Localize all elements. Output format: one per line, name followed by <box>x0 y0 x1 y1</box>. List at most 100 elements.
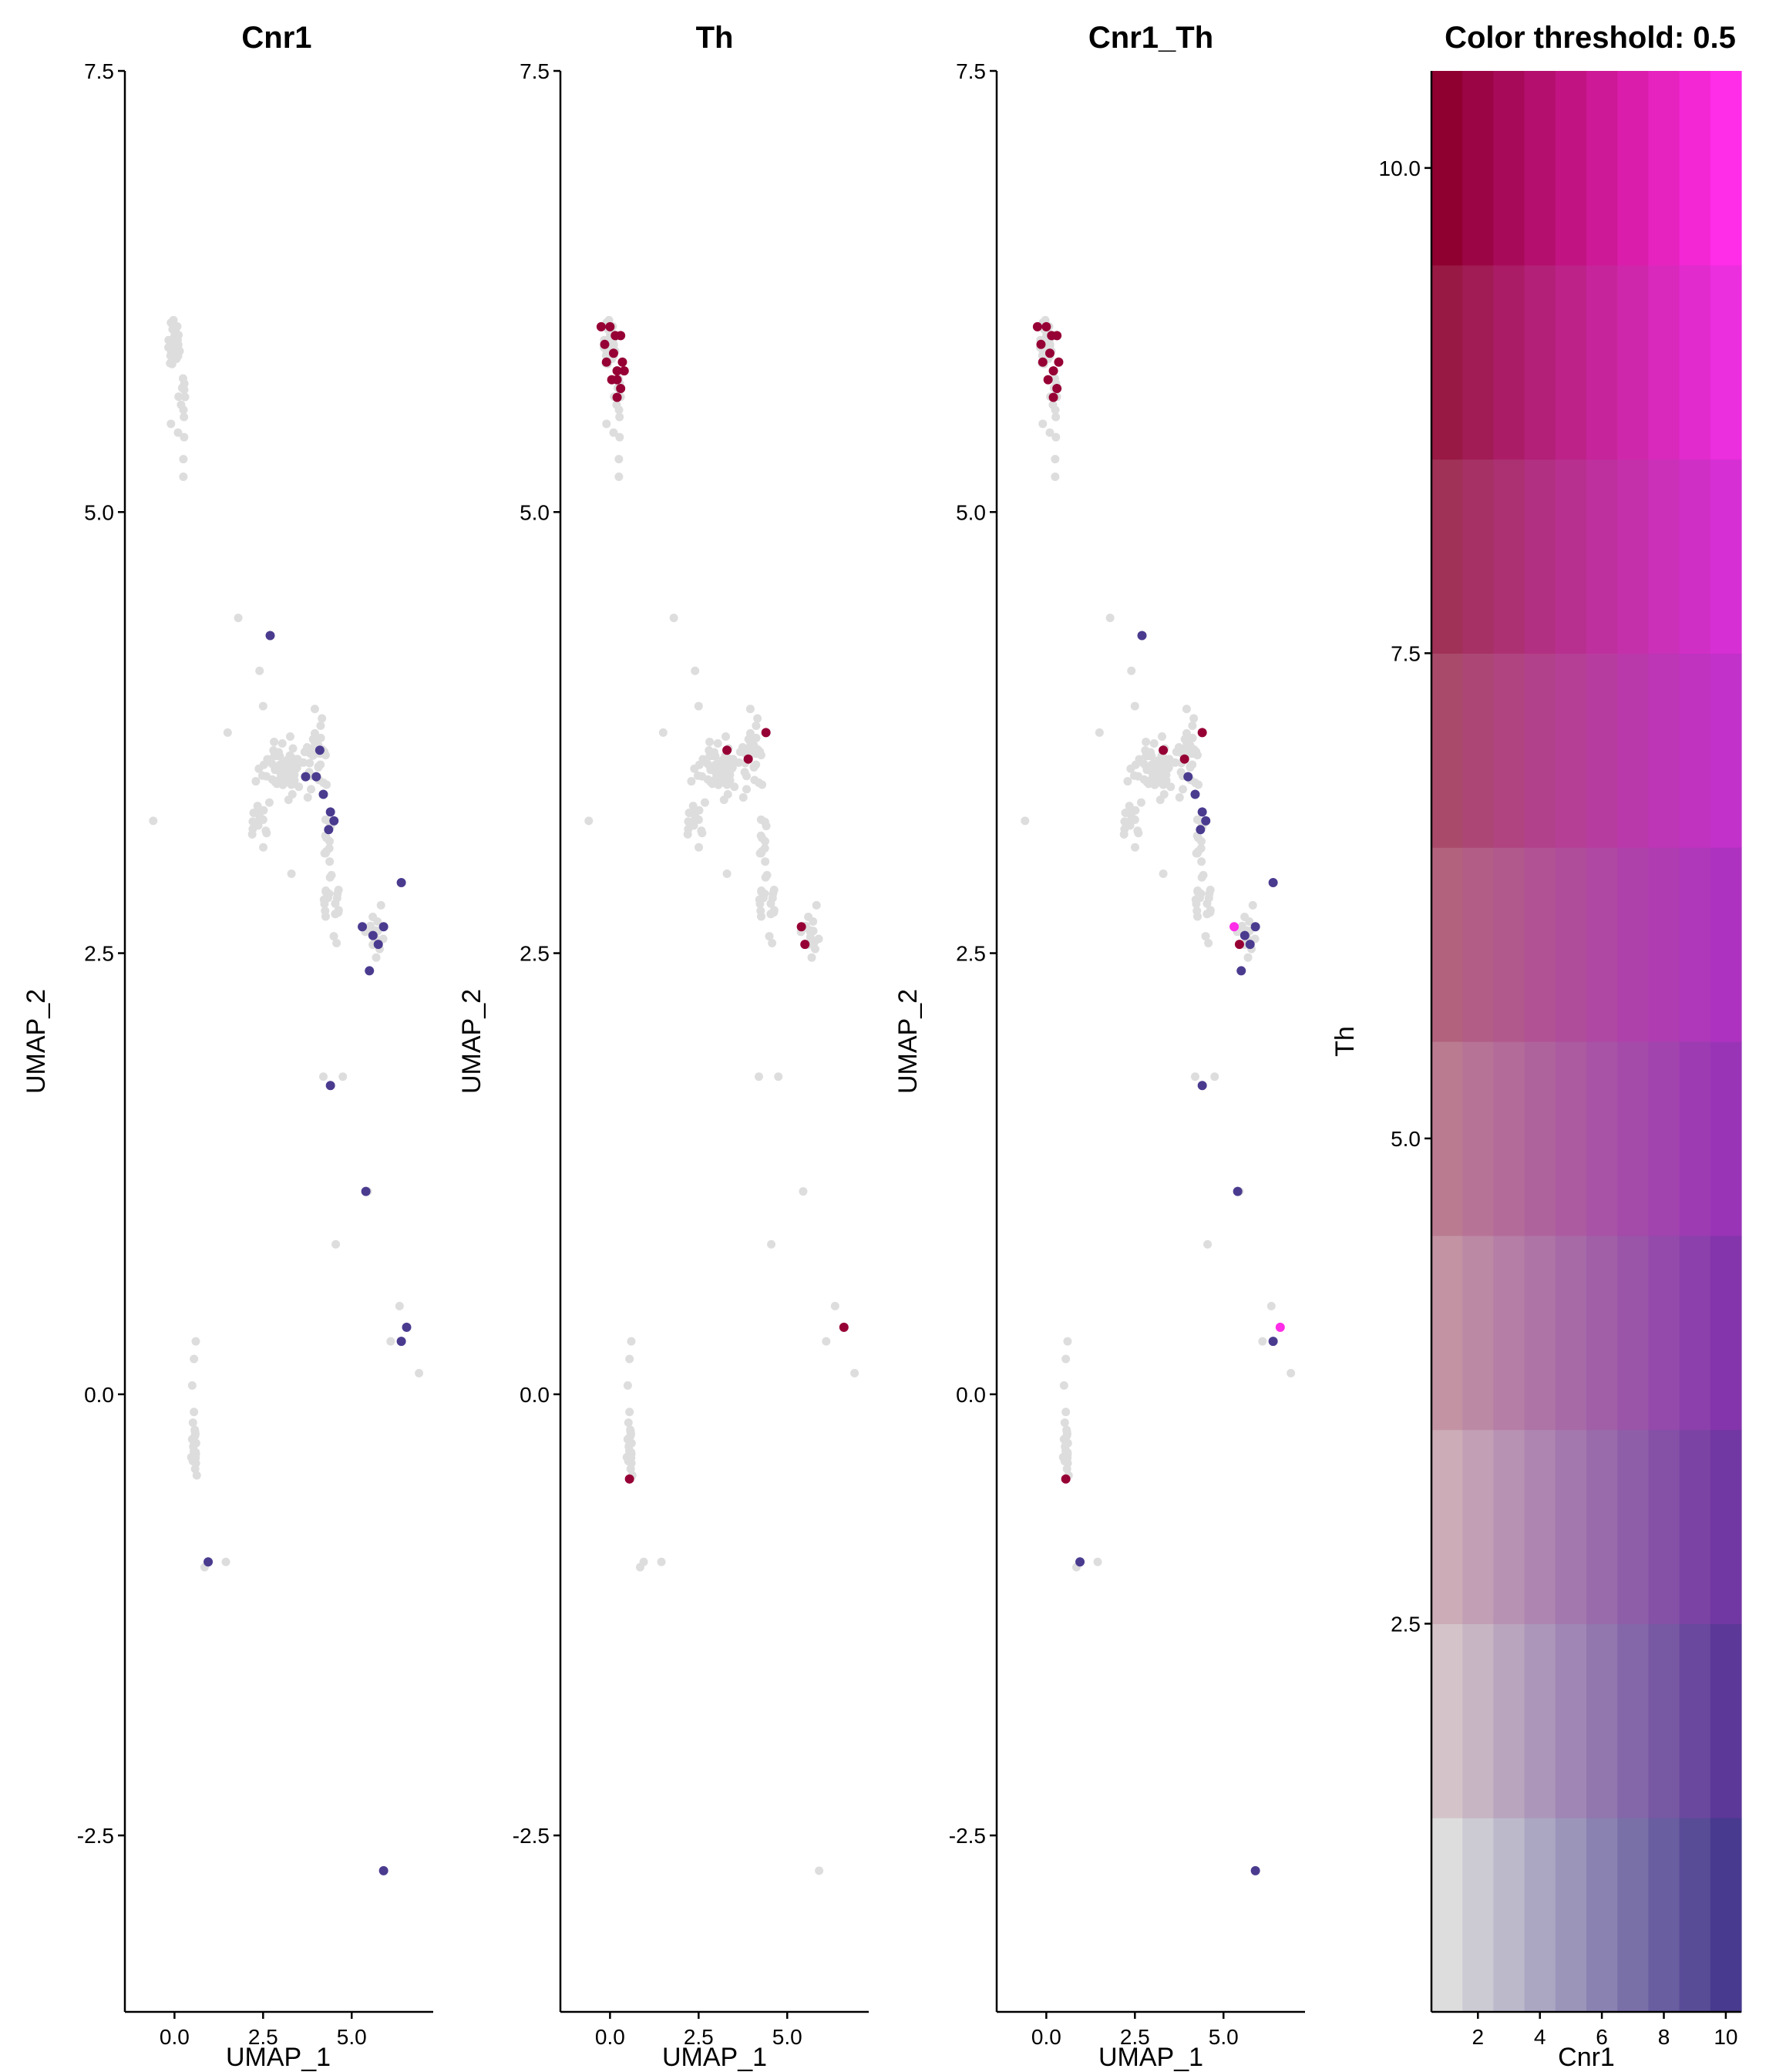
y-axis-label: UMAP_2 <box>893 989 923 1094</box>
y-tick-label: 5.0 <box>520 500 550 524</box>
scatter-point-high <box>617 357 627 367</box>
scatter-point-low <box>191 1454 200 1463</box>
heatmap-cell <box>1555 1041 1587 1236</box>
heatmap-cell <box>1586 1041 1618 1236</box>
scatter-point-high <box>1236 966 1246 976</box>
heatmap-cell <box>1617 264 1649 460</box>
scatter-point-low <box>625 1408 634 1417</box>
scatter-point-high <box>402 1322 412 1332</box>
scatter-point-low <box>688 802 698 811</box>
scatter-point-low <box>624 1418 633 1428</box>
scatter-point-low <box>625 1354 634 1364</box>
scatter-point-low <box>267 775 277 784</box>
scatter-point-high <box>314 745 325 755</box>
scatter-point-low <box>273 763 282 772</box>
scatter-point-low <box>166 419 176 429</box>
scatter-point-low <box>614 405 624 415</box>
heatmap-cell <box>1710 1235 1742 1431</box>
scatter-point-low <box>1210 1072 1219 1081</box>
scatter-point-low <box>331 1240 341 1249</box>
heatmap-cell <box>1710 71 1742 266</box>
scatter-point-high <box>1196 825 1206 835</box>
scatter-point-low <box>627 1337 636 1346</box>
x-tick-label: 2.5 <box>1120 2025 1150 2049</box>
scatter-point-low <box>1187 744 1196 753</box>
scatter-point-high <box>1159 745 1169 755</box>
y-axis-ticks: -2.5 0.0 2.5 5.0 7.5 <box>77 59 125 1848</box>
scatter-point-low <box>738 793 748 802</box>
scatter-point-low <box>694 701 703 711</box>
scatter-point-low <box>1202 899 1212 908</box>
heatmap-cell <box>1617 1235 1649 1431</box>
x-tick-label: 0.0 <box>595 2025 625 2049</box>
scatter-point-high <box>1036 339 1046 349</box>
scatter-point-low <box>271 752 281 761</box>
scatter-point-low <box>690 764 699 773</box>
scatter-point-low <box>614 472 624 481</box>
scatter-point-low <box>1258 1337 1267 1346</box>
scatter-point-low <box>1171 758 1180 767</box>
scatter-point-low <box>1180 744 1189 753</box>
scatter-points <box>149 315 424 1875</box>
y-axis-label: UMAP_2 <box>22 989 51 1094</box>
scatter-point-low <box>1139 775 1149 784</box>
heatmap-cell <box>1493 1041 1525 1236</box>
heatmap-cell <box>1462 1623 1494 1818</box>
y-tick-label: 0.0 <box>956 1383 986 1407</box>
heatmap-cell <box>1679 653 1711 848</box>
scatter-point-low <box>693 771 702 780</box>
scatter-point-low <box>307 785 316 794</box>
heatmap-cell <box>1493 1818 1525 2013</box>
heatmap-cell <box>1524 1429 1556 1624</box>
scatter-point-high <box>1197 807 1207 817</box>
scatter-point-low <box>261 826 271 836</box>
scatter-point-low <box>1179 785 1188 794</box>
scatter-point-high <box>318 789 328 799</box>
scatter-point-low <box>325 873 335 882</box>
scatter-point-low <box>698 755 708 764</box>
heatmap-cell <box>1462 71 1494 266</box>
scatter-point-low <box>725 769 734 778</box>
scatter-point-low <box>180 412 189 422</box>
x-tick-label: 10 <box>1714 2025 1737 2049</box>
heatmap-cell <box>1524 1041 1556 1236</box>
scatter-point-high <box>373 940 383 950</box>
scatter-point-high <box>365 966 375 976</box>
y-tick-label: 7.5 <box>1391 641 1421 665</box>
scatter-point-low <box>415 1368 424 1377</box>
scatter-point-low <box>386 1337 395 1346</box>
scatter-point-low <box>149 816 158 826</box>
scatter-point-high <box>601 357 611 367</box>
scatter-point-low <box>258 701 267 711</box>
heatmap-cell <box>1555 1623 1587 1818</box>
heatmap-cell <box>1586 1429 1618 1624</box>
x-tick-label: 5.0 <box>1209 2025 1239 2049</box>
scatter-point-low <box>799 1187 808 1196</box>
scatter-point-low <box>287 780 296 789</box>
x-axis-label: UMAP_1 <box>662 2043 767 2072</box>
scatter-point-low <box>804 913 813 922</box>
scatter-point-low <box>1240 913 1250 922</box>
scatter-point-low <box>705 738 715 747</box>
scatter-point-low <box>286 732 295 742</box>
scatter-point-low <box>1126 764 1135 773</box>
scatter-point-low <box>263 755 272 764</box>
heatmap-cell <box>1431 653 1463 848</box>
scatter-point-low <box>1051 472 1060 481</box>
scatter-point-low <box>1125 802 1134 811</box>
heatmap-cell <box>1617 71 1649 266</box>
heatmap-cell <box>1679 71 1711 266</box>
y-axis-ticks: -2.5 0.0 2.5 5.0 7.5 <box>949 59 997 1848</box>
scatter-point-high <box>839 1322 849 1332</box>
scatter-point-high <box>1179 754 1189 764</box>
scatter-point-low <box>745 705 755 714</box>
scatter-point-high <box>1048 366 1058 376</box>
scatter-point-low <box>1061 1408 1071 1417</box>
y-tick-label: 2.5 <box>520 942 550 966</box>
heatmap-cell <box>1431 459 1463 654</box>
scatter-point-low <box>310 705 319 714</box>
x-tick-label: 6 <box>1596 2025 1608 2049</box>
scatter-point-low <box>765 932 774 941</box>
heatmap-cell <box>1524 71 1556 266</box>
scatter-point-high <box>612 366 622 376</box>
